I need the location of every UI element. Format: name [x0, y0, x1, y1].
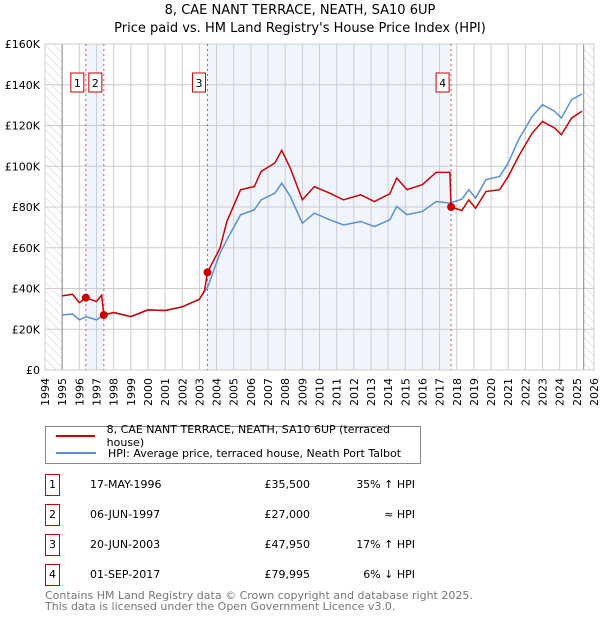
- legend: 8, CAE NANT TERRACE, NEATH, SA10 6UP (te…: [45, 423, 421, 464]
- y-tick-label: £20K: [12, 323, 41, 336]
- x-tick-label: 2013: [365, 378, 378, 406]
- x-tick-label: 2020: [485, 378, 498, 406]
- sale-label-box: [70, 72, 85, 93]
- x-tick-label: 1998: [108, 378, 121, 406]
- sale-point: [81, 293, 90, 302]
- legend-swatch-blue: [56, 452, 96, 454]
- y-tick-label: £100K: [5, 160, 41, 173]
- sale-date: 20-JUN-2003: [90, 538, 161, 551]
- sale-number: 1: [45, 474, 60, 496]
- sale-number: 2: [45, 504, 60, 526]
- sale-price: £79,995: [264, 568, 311, 581]
- x-tick-label: 2018: [451, 378, 464, 406]
- sale-point: [447, 203, 456, 212]
- x-tick-label: 2014: [382, 378, 395, 406]
- x-tick-label: 2022: [519, 378, 532, 406]
- x-tick-label: 2012: [348, 378, 361, 406]
- sale-hpi-comparison: 6% ↓ HPI: [363, 568, 415, 581]
- x-tick-label: 2010: [314, 378, 327, 406]
- x-tick-label: 1999: [125, 378, 138, 406]
- y-tick-label: £140K: [5, 79, 41, 92]
- legend-label-hpi: HPI: Average price, terraced house, Neat…: [108, 446, 402, 460]
- sale-number: 4: [45, 564, 60, 586]
- x-tick-label: 2011: [331, 378, 344, 406]
- plot-frame: [44, 43, 595, 371]
- sale-label-box: [435, 72, 450, 93]
- x-tick-label: 2016: [416, 378, 429, 406]
- sale-label: 1: [74, 77, 81, 90]
- sale-label: 3: [195, 77, 202, 90]
- y-tick-label: £80K: [12, 201, 41, 214]
- x-tick-label: 2009: [296, 378, 309, 406]
- sale-number: 3: [45, 534, 60, 556]
- chart-subtitle: Price paid vs. HM Land Registry's House …: [114, 21, 486, 36]
- x-tick-label: 2026: [588, 378, 600, 406]
- x-tick-label: 2007: [262, 378, 275, 406]
- y-tick-label: £0: [26, 364, 40, 377]
- sale-row: 1 17-MAY-1996 £35,500 35% ↑ HPI: [45, 474, 415, 496]
- x-tick-label: 1996: [73, 378, 86, 406]
- footer-copyright: Contains HM Land Registry data © Crown c…: [45, 589, 473, 602]
- x-tick-label: 2019: [468, 378, 481, 406]
- y-tick-label: £40K: [12, 283, 41, 296]
- x-tick-label: 2005: [228, 378, 241, 406]
- x-tick-label: 2003: [193, 378, 206, 406]
- sale-hpi-comparison: 17% ↑ HPI: [356, 538, 415, 551]
- x-tick-label: 2002: [176, 378, 189, 406]
- sale-price: £27,000: [264, 508, 311, 521]
- y-tick-label: £160K: [5, 38, 41, 51]
- sale-date: 06-JUN-1997: [90, 508, 161, 521]
- legend-swatch-red: [56, 435, 95, 437]
- x-tick-label: 2021: [502, 378, 515, 406]
- sale-price: £35,500: [264, 478, 311, 491]
- x-tick-label: 2001: [159, 378, 172, 406]
- y-tick-label: £120K: [5, 120, 41, 133]
- sale-label-box: [191, 72, 206, 93]
- sale-point: [99, 310, 108, 319]
- sale-label-box: [88, 72, 103, 93]
- x-tick-label: 2025: [571, 378, 584, 406]
- sale-point: [203, 268, 212, 277]
- x-tick-label: 1995: [56, 378, 69, 406]
- x-tick-label: 2015: [399, 378, 412, 406]
- price-paid-line: [62, 110, 583, 318]
- x-tick-label: 2000: [142, 378, 155, 406]
- sale-row: 3 20-JUN-2003 £47,950 17% ↑ HPI: [45, 534, 415, 556]
- x-tick-label: 2017: [434, 378, 447, 406]
- sale-row: 4 01-SEP-2017 £79,995 6% ↓ HPI: [45, 564, 415, 586]
- sale-date: 01-SEP-2017: [90, 568, 161, 581]
- sale-label: 2: [92, 77, 99, 90]
- x-tick-label: 1997: [90, 378, 103, 406]
- sale-hpi-comparison: ≈ HPI: [384, 508, 415, 521]
- sale-row: 2 06-JUN-1997 £27,000 ≈ HPI: [45, 504, 415, 526]
- y-tick-label: £60K: [12, 242, 41, 255]
- legend-label-property: 8, CAE NANT TERRACE, NEATH, SA10 6UP (te…: [106, 423, 390, 449]
- sale-label: 4: [439, 77, 446, 90]
- x-tick-label: 2024: [554, 378, 567, 406]
- sale-date: 17-MAY-1996: [90, 478, 162, 491]
- x-tick-label: 2006: [245, 378, 258, 406]
- x-tick-label: 2008: [279, 378, 292, 406]
- x-tick-label: 1994: [39, 378, 52, 406]
- sale-price: £47,950: [264, 538, 311, 551]
- x-tick-label: 2004: [211, 378, 224, 406]
- footer-licence: This data is licensed under the Open Gov…: [45, 600, 396, 613]
- chart-title: 8, CAE NANT TERRACE, NEATH, SA10 6UP: [164, 3, 436, 18]
- x-tick-label: 2023: [537, 378, 550, 406]
- sale-hpi-comparison: 35% ↑ HPI: [356, 478, 415, 491]
- chart-plot: 1994 1995 1996 1997 1998 1999 2000 2001 2002 2003…: [5, 38, 600, 406]
